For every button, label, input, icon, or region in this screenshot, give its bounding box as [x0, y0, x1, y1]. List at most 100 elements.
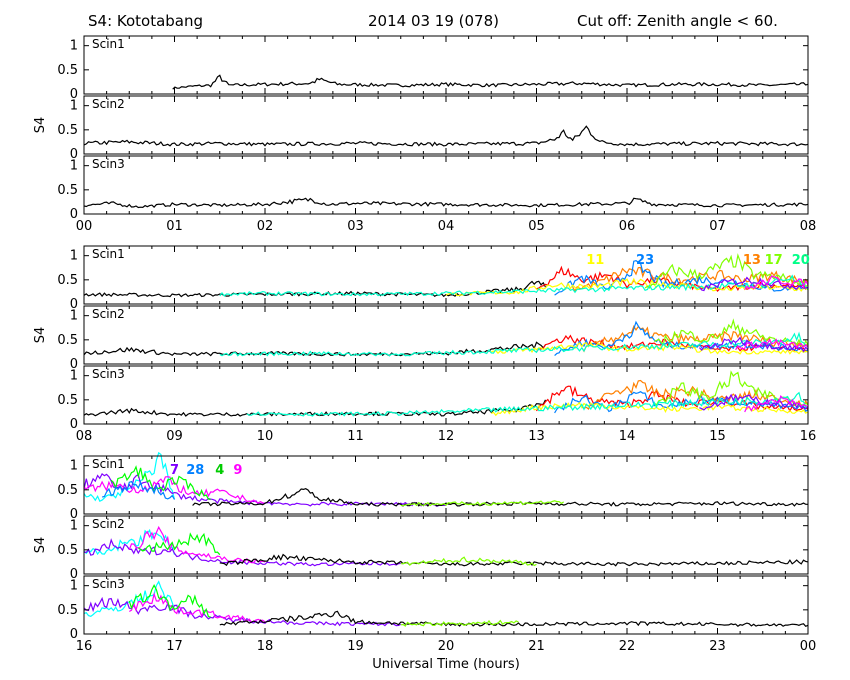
y-tick-label: 0	[70, 357, 78, 372]
y-tick-label: 1	[70, 369, 78, 384]
y-tick-label: 0.5	[57, 333, 78, 348]
chart-row-1: 1 0.5 0 Scin1 1 0.5 0 Scin2 1 0.5 0 Scin3 00 01 02 03 04…	[33, 35, 817, 234]
y-tick-label: 0	[70, 147, 78, 162]
panel-1-3: 1 0.5 0 Scin3	[57, 155, 809, 222]
panel-2-1: 1 0.5 0 Scin1	[57, 245, 809, 312]
x-tick-label: 22	[619, 639, 636, 654]
series-line	[137, 532, 221, 556]
panel-label: Scin3	[92, 577, 125, 591]
series-line	[572, 266, 809, 293]
prn-label: 28	[186, 463, 204, 478]
station-title: S4: Kototabang	[88, 12, 203, 30]
prn-label: 9	[233, 463, 242, 478]
panel-frame	[83, 515, 809, 575]
series-line	[128, 525, 266, 564]
series-line	[83, 528, 176, 556]
series-line	[744, 394, 809, 413]
series-line	[535, 385, 809, 413]
y-tick-label: 1	[70, 459, 78, 474]
y-tick-label: 0	[70, 417, 78, 432]
panel-2-2: 1 0.5 0 Scin2	[57, 305, 809, 372]
x-tick-label: 19	[347, 639, 364, 654]
series-line	[83, 125, 809, 147]
series-line	[219, 610, 809, 628]
series-line	[83, 341, 546, 357]
prn-label: 17	[765, 253, 783, 268]
series-line	[83, 280, 547, 298]
x-tick-label: 08	[800, 219, 817, 234]
chart-row-2: 1 0.5 0 Scin1 1 0.5 0 Scin2 1 0.5 0 Scin3 08 09 10 11 12…	[33, 245, 817, 444]
y-axis-label: S4	[33, 537, 48, 554]
x-tick-label: 12	[438, 429, 455, 444]
x-tick-label: 17	[166, 639, 183, 654]
y-axis-label: S4	[33, 327, 48, 344]
x-tick-label: 11	[347, 429, 364, 444]
series-line	[219, 553, 809, 567]
x-tick-label: 21	[528, 639, 545, 654]
x-tick-label: 00	[800, 639, 817, 654]
series-line	[644, 253, 809, 289]
series-line	[400, 500, 565, 507]
prn-label: 23	[636, 253, 654, 268]
x-tick-label: 03	[347, 219, 364, 234]
y-tick-label: 0.5	[57, 63, 78, 78]
panel-label: Scin1	[92, 37, 125, 51]
date-title: 2014 03 19 (078)	[368, 12, 499, 30]
series-line	[581, 379, 809, 410]
x-tick-label: 04	[438, 219, 455, 234]
y-tick-label: 0	[70, 87, 78, 102]
x-tick-label: 01	[166, 219, 183, 234]
y-tick-label: 0.5	[57, 483, 78, 498]
cutoff-title: Cut off: Zenith angle < 60.	[577, 12, 778, 30]
y-tick-label: 0.5	[57, 603, 78, 618]
series-line	[128, 592, 266, 623]
series-line	[83, 197, 809, 209]
y-tick-label: 0.5	[57, 123, 78, 138]
panel-label: Scin2	[92, 517, 125, 531]
panel-frame	[83, 35, 809, 95]
series-line	[83, 596, 402, 627]
panel-2-3: 1 0.5 0 Scin3	[57, 365, 809, 432]
series-line	[110, 465, 211, 501]
panel-label: Scin3	[92, 157, 125, 171]
panel-3-3: 1 0.5 0 Scin3	[57, 575, 809, 642]
series-line	[735, 338, 809, 351]
panel-label: Scin2	[92, 307, 125, 321]
panel-3-1: 1 0.5 0 Scin1	[57, 451, 809, 522]
y-tick-label: 1	[70, 159, 78, 174]
x-tick-label: 14	[619, 429, 636, 444]
chart-row-3: 1 0.5 0 Scin1 1 0.5 0 Scin2 1 0.5 0 Scin3 16 17 18 19 20…	[33, 451, 817, 654]
y-tick-label: 0	[70, 507, 78, 522]
series-line	[128, 583, 211, 618]
prn-label: 13	[743, 253, 761, 268]
panel-1-1: 1 0.5 0 Scin1	[57, 35, 809, 102]
prn-label: 7	[170, 463, 179, 478]
series-line	[101, 480, 176, 500]
series-line	[400, 556, 537, 567]
y-tick-label: 0.5	[57, 543, 78, 558]
y-tick-label: 0	[70, 207, 78, 222]
x-tick-label: 16	[76, 639, 93, 654]
series-line	[83, 472, 447, 507]
series-line	[698, 276, 809, 292]
x-tick-label: 18	[257, 639, 274, 654]
panel-1-2: 1 0.5 0 Scin2	[57, 95, 809, 162]
y-axis-label: S4	[33, 117, 48, 134]
y-tick-label: 1	[70, 309, 78, 324]
prn-label: 11	[586, 253, 604, 268]
y-tick-label: 0	[70, 627, 78, 642]
x-tick-label: 05	[528, 219, 545, 234]
y-tick-label: 1	[70, 249, 78, 264]
y-tick-label: 0.5	[57, 393, 78, 408]
x-tick-label: 00	[76, 219, 93, 234]
series-line	[699, 393, 809, 411]
panel-frame	[83, 305, 809, 365]
panel-frame	[83, 365, 809, 425]
y-tick-label: 1	[70, 579, 78, 594]
series-line	[83, 399, 547, 417]
y-tick-label: 0.5	[57, 273, 78, 288]
y-tick-label: 1	[70, 519, 78, 534]
x-tick-label: 16	[800, 429, 817, 444]
series-line	[744, 275, 809, 291]
